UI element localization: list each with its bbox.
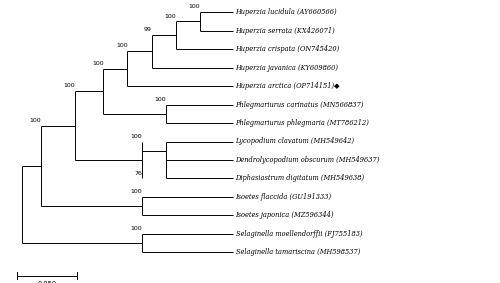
Text: 100: 100 [92,61,104,66]
Text: Diphasiastrum digitatum (MH549638): Diphasiastrum digitatum (MH549638) [236,175,364,183]
Text: Phlegmariurus carinatus (MN566837): Phlegmariurus carinatus (MN566837) [236,100,364,108]
Text: Selaginella tamariscina (MH598537): Selaginella tamariscina (MH598537) [236,248,360,256]
Text: 100: 100 [130,226,142,231]
Text: 0.050: 0.050 [38,281,56,283]
Text: Selaginella moellendorffii (FJ755183): Selaginella moellendorffii (FJ755183) [236,230,362,238]
Text: Isoetes japonica (MZ596344): Isoetes japonica (MZ596344) [236,211,334,219]
Text: Phlegmariurus phlegmaria (MT786212): Phlegmariurus phlegmaria (MT786212) [236,119,370,127]
Text: 99: 99 [144,27,152,33]
Text: Isoetes flaccida (GU191333): Isoetes flaccida (GU191333) [236,193,332,201]
Text: 100: 100 [130,189,142,194]
Text: 100: 100 [63,83,74,88]
Text: Huperzia serrata (KX426071): Huperzia serrata (KX426071) [236,27,336,35]
Text: 76: 76 [134,171,142,176]
Text: Huperzia arctica (OP714151): Huperzia arctica (OP714151) [236,82,334,90]
Text: 100: 100 [154,97,166,102]
Text: 100: 100 [116,43,128,48]
Text: Huperzia crispata (ON745420): Huperzia crispata (ON745420) [236,45,340,53]
Text: Dendrolycopodium obscurum (MH549637): Dendrolycopodium obscurum (MH549637) [236,156,380,164]
Text: ◆: ◆ [334,83,340,89]
Text: 100: 100 [30,118,41,123]
Text: 100: 100 [130,134,142,139]
Text: 100: 100 [188,4,200,9]
Text: Huperzia lucidula (AY660566): Huperzia lucidula (AY660566) [236,8,337,16]
Text: Huperzia javanica (KY609860): Huperzia javanica (KY609860) [236,64,339,72]
Text: Lycopodium clavatum (MH549642): Lycopodium clavatum (MH549642) [236,138,354,145]
Text: 100: 100 [164,14,175,19]
